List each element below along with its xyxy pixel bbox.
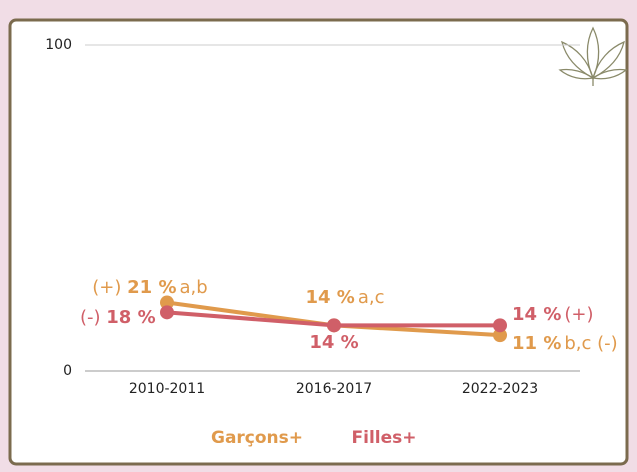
point: [160, 305, 174, 320]
data-label: 11 % b,c (-): [512, 333, 618, 354]
label-note: a,c: [358, 287, 385, 308]
data-label: 14 % a,c: [305, 287, 384, 308]
x-tick-label: 2016-2017: [296, 381, 372, 397]
point: [327, 318, 341, 333]
label-note: (-): [80, 307, 101, 328]
point: [160, 295, 174, 310]
legend-entry: Garçons+: [211, 428, 303, 448]
value-label: 14 %: [309, 332, 358, 353]
point: [493, 318, 507, 333]
legend-entry: Filles+: [352, 428, 417, 448]
label-note: (+): [92, 277, 121, 298]
data-label: 14 %: [309, 332, 358, 353]
point: [493, 328, 507, 343]
label-note: (+): [564, 304, 593, 325]
x-tick-label: 2022-2023: [462, 381, 538, 397]
value-label: 14 %: [512, 304, 561, 325]
y-tick-label: 0: [63, 363, 72, 379]
label-note: a,b: [180, 277, 208, 298]
data-label: (-) 18 %: [80, 307, 156, 328]
value-label: 21 %: [127, 277, 176, 298]
leaf-icon: [558, 26, 628, 86]
value-label: 18 %: [106, 307, 155, 328]
value-label: 14 %: [305, 287, 354, 308]
data-label: (+) 21 % a,b: [92, 277, 207, 298]
value-label: 11 %: [512, 333, 561, 354]
label-note: b,c (-): [564, 333, 617, 354]
y-tick-label: 100: [45, 37, 72, 53]
x-tick-label: 2010-2011: [129, 381, 205, 397]
panel: [8, 18, 629, 466]
data-label: 14 % (+): [512, 304, 594, 325]
